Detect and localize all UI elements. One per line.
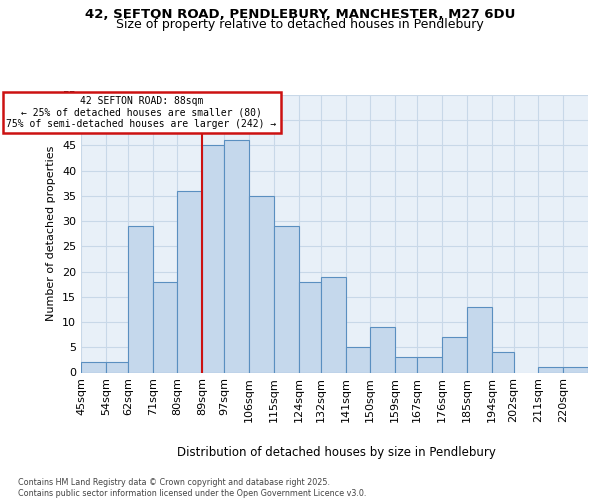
Bar [321,276,346,372]
Text: 42 SEFTON ROAD: 88sqm
← 25% of detached houses are smaller (80)
75% of semi-deta: 42 SEFTON ROAD: 88sqm ← 25% of detached … [7,96,277,129]
Bar [224,140,249,372]
Text: Size of property relative to detached houses in Pendlebury: Size of property relative to detached ho… [116,18,484,31]
Bar [538,368,563,372]
Bar [152,282,178,372]
Bar [106,362,128,372]
Bar [274,226,299,372]
Bar [81,362,106,372]
Bar [370,327,395,372]
Text: 42, SEFTON ROAD, PENDLEBURY, MANCHESTER, M27 6DU: 42, SEFTON ROAD, PENDLEBURY, MANCHESTER,… [85,8,515,20]
Bar [128,226,152,372]
Bar [202,146,224,372]
Bar [249,196,274,372]
Bar [178,191,202,372]
Text: Contains HM Land Registry data © Crown copyright and database right 2025.
Contai: Contains HM Land Registry data © Crown c… [18,478,367,498]
Bar [346,348,370,372]
Bar [563,368,588,372]
Y-axis label: Number of detached properties: Number of detached properties [46,146,56,322]
Bar [467,307,491,372]
Bar [491,352,514,372]
Text: Distribution of detached houses by size in Pendlebury: Distribution of detached houses by size … [176,446,496,459]
Bar [442,337,467,372]
Bar [417,358,442,372]
Bar [395,358,417,372]
Bar [299,282,321,372]
